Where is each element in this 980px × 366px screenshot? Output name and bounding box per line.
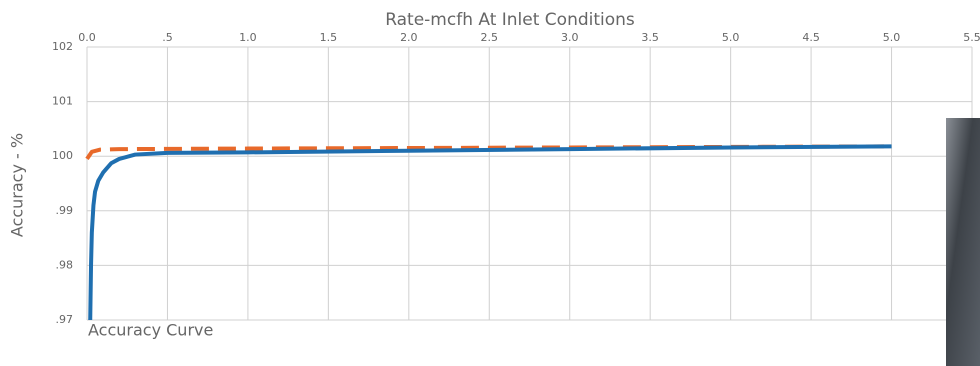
x-tick-label: 0.0 <box>78 31 96 44</box>
y-tick-label: 102 <box>52 40 73 53</box>
x-tick-label: 2.5 <box>481 31 499 44</box>
y-tick-label: 101 <box>52 95 73 108</box>
y-tick-label: 100 <box>52 149 73 162</box>
x-tick-label: 5.0 <box>883 31 901 44</box>
chart-title: Rate-mcfh At Inlet Conditions <box>385 10 635 30</box>
line <box>88 144 892 321</box>
x-tick-label: 4.5 <box>802 31 820 44</box>
y-axis-label: Accuracy - % <box>8 133 27 237</box>
photo <box>946 118 980 366</box>
x-tick-label: 1.0 <box>239 31 257 44</box>
y-tick-label: .97 <box>56 313 74 326</box>
y-tick-label: .98 <box>56 258 74 271</box>
x-tick-label: 5.5 <box>963 31 980 44</box>
x-tick-label: .5 <box>162 31 173 44</box>
x-tick-label: 1.5 <box>320 31 338 44</box>
y-tick-label: .99 <box>56 204 74 217</box>
x-tick-label: 3.5 <box>641 31 659 44</box>
x-tick-label: 2.0 <box>400 31 418 44</box>
x-tick-label: 3.0 <box>561 31 579 44</box>
x-tick-label: 5.0 <box>722 31 740 44</box>
caption: Accuracy Curve <box>88 321 213 340</box>
